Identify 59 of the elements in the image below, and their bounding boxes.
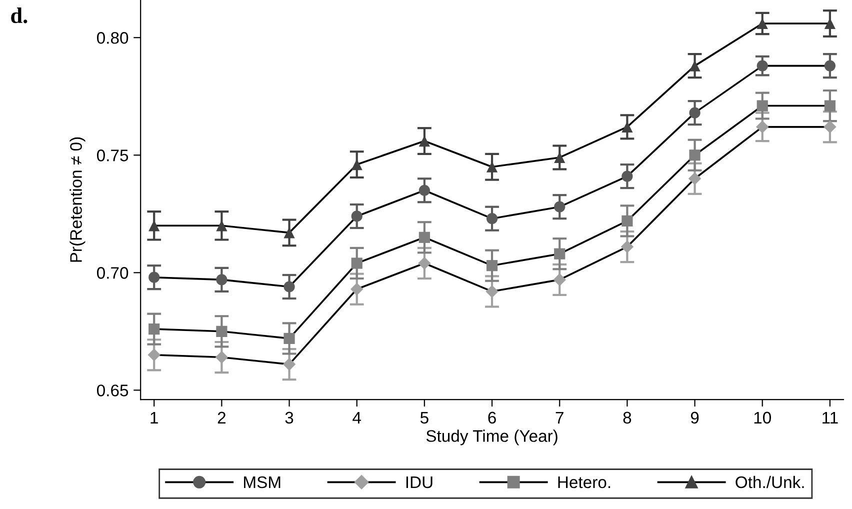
point — [148, 272, 160, 283]
x-axis-title: Study Time (Year) — [426, 430, 558, 446]
point — [284, 227, 295, 238]
point — [216, 274, 228, 286]
point — [282, 358, 296, 371]
point — [756, 120, 769, 134]
point — [486, 260, 498, 272]
x-tick-label: 2 — [218, 412, 226, 424]
point — [554, 201, 566, 212]
x-tick-label: 11 — [822, 412, 838, 424]
point — [351, 258, 362, 269]
point — [486, 213, 498, 224]
point — [622, 215, 633, 226]
point — [284, 332, 295, 344]
y-axis-title: Pr(Retention ≠ 0) — [70, 137, 86, 262]
point — [486, 285, 498, 298]
point — [284, 281, 295, 292]
x-tick-label: 8 — [623, 412, 632, 424]
x-tick-label: 7 — [556, 412, 564, 424]
point — [350, 282, 364, 296]
legend-label: MSM — [244, 476, 280, 488]
point — [418, 256, 431, 270]
point — [620, 240, 634, 254]
point — [689, 107, 700, 118]
point — [418, 232, 430, 243]
text: d. — [11, 7, 28, 24]
point — [148, 324, 160, 335]
point — [148, 348, 160, 362]
x-tick-label: 3 — [285, 412, 294, 424]
point — [689, 60, 700, 72]
y-tick-label: 0.70 — [96, 267, 128, 279]
point — [688, 172, 702, 186]
y-tick-label: 0.65 — [96, 384, 128, 396]
point — [689, 150, 700, 161]
point — [824, 100, 836, 112]
x-tick-label: 5 — [420, 412, 428, 424]
point — [216, 220, 228, 232]
point — [756, 100, 768, 112]
x-tick-label: 4 — [352, 412, 362, 424]
point — [418, 184, 430, 196]
x-tick-label: 6 — [488, 412, 496, 424]
point — [824, 60, 836, 72]
point — [622, 170, 633, 182]
x-tick-label: 10 — [754, 412, 771, 424]
point — [216, 326, 228, 337]
point — [351, 210, 362, 222]
x-tick-label: 1 — [150, 412, 158, 424]
point — [215, 350, 228, 364]
legend-label: Oth./Unk. — [736, 476, 804, 488]
legend-label: Hetero. — [558, 476, 610, 488]
point — [756, 60, 768, 72]
point — [553, 273, 566, 286]
y-tick-label: 0.75 — [96, 150, 128, 162]
point — [554, 248, 566, 260]
x-tick-label: 9 — [690, 412, 699, 424]
legend-label: IDU — [406, 476, 432, 488]
y-tick-label: 0.80 — [96, 32, 128, 44]
point — [824, 120, 836, 134]
point — [148, 220, 160, 232]
